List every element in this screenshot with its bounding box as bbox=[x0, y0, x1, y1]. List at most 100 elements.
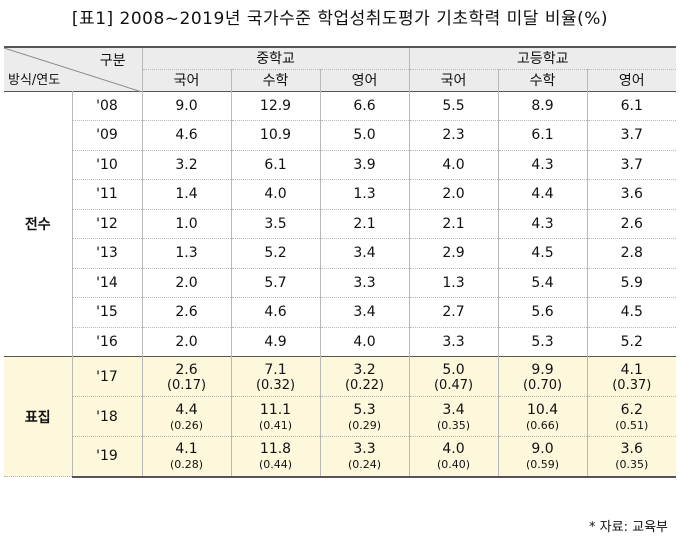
standard-error-value: (0.44) bbox=[258, 458, 293, 472]
rate-value: 4.1 bbox=[620, 361, 643, 378]
value-cell: 5.0 bbox=[320, 120, 410, 151]
value-cell: 4.0 (0.40) bbox=[409, 436, 499, 478]
value-cell: 2.6 (0.17) bbox=[142, 356, 232, 397]
rate-value: 11.1 bbox=[259, 401, 292, 418]
table-row: '18 4.4 (0.26) 11.1 (0.41) 5.3 (0.29) 3.4 (0.35)… bbox=[4, 396, 677, 437]
standard-error-value: (0.51) bbox=[615, 418, 649, 432]
standard-error-value: (0.26) bbox=[169, 418, 204, 432]
value-cell: 4.1 (0.37) bbox=[587, 356, 677, 397]
standard-error-value: (0.41) bbox=[258, 418, 293, 432]
value-cell: 3.7 bbox=[587, 150, 677, 180]
value-cell: 4.0 bbox=[231, 179, 321, 210]
table-row: '09 4.6 10.9 5.0 2.3 6.1 3.7 bbox=[4, 120, 677, 151]
standard-error-value: (0.35) bbox=[436, 418, 471, 432]
value-cell: 4.5 bbox=[498, 238, 588, 269]
value-cell: 6.1 bbox=[231, 150, 321, 180]
value-cell: 5.4 bbox=[498, 268, 588, 298]
value-cell: 5.3 bbox=[498, 327, 588, 357]
corner-header-cell: 구분 방식/연도 bbox=[4, 46, 143, 92]
standard-error-value: (0.66) bbox=[525, 418, 560, 432]
value-cell: 3.4 (0.35) bbox=[409, 396, 499, 437]
table-row: '15 2.6 4.6 3.4 2.7 5.6 4.5 bbox=[4, 297, 677, 328]
value-cell: 1.3 bbox=[320, 179, 410, 210]
value-cell: 6.2 (0.51) bbox=[587, 396, 677, 437]
value-cell: 4.4 (0.26) bbox=[142, 396, 232, 437]
subject-header: 영어 bbox=[587, 69, 677, 92]
value-cell: 2.3 bbox=[409, 120, 499, 151]
rate-value: 3.4 bbox=[442, 401, 465, 418]
value-cell: 9.0 bbox=[142, 90, 232, 121]
subject-header: 수학 bbox=[498, 69, 588, 92]
table-row: 전수 '08 9.0 12.9 6.6 5.5 8.9 6.1 bbox=[4, 90, 677, 357]
subject-header: 영어 bbox=[320, 69, 410, 92]
value-cell: 6.6 bbox=[320, 90, 410, 121]
value-cell: 1.3 bbox=[142, 238, 232, 269]
rate-value: 4.0 bbox=[442, 441, 465, 458]
value-cell: 4.3 bbox=[498, 150, 588, 180]
standard-error-value: (0.40) bbox=[436, 458, 471, 472]
rate-value: 3.3 bbox=[353, 441, 376, 458]
source-note: * 자료: 교육부 bbox=[589, 520, 668, 535]
value-cell: 2.1 bbox=[409, 209, 499, 239]
value-cell: 4.4 bbox=[498, 179, 588, 210]
value-cell: 4.0 bbox=[409, 150, 499, 180]
group-header-middle-school: 중학교 bbox=[142, 46, 410, 70]
value-cell: 4.0 bbox=[320, 327, 410, 357]
data-table: 구분 방식/연도 중학교 고등학교 국어 수학 영어 국어 수학 영어 전수 '0… bbox=[4, 46, 677, 478]
year-cell: '14 bbox=[72, 268, 143, 298]
year-cell: '17 bbox=[72, 356, 143, 397]
standard-error-value: (0.70) bbox=[522, 377, 563, 393]
table-row: '12 1.0 3.5 2.1 2.1 4.3 2.6 bbox=[4, 209, 677, 239]
value-cell: 5.0 (0.47) bbox=[409, 356, 499, 397]
value-cell: 2.0 bbox=[409, 179, 499, 210]
value-cell: 2.0 bbox=[142, 268, 232, 298]
value-cell: 3.2 bbox=[142, 150, 232, 180]
value-cell: 2.1 bbox=[320, 209, 410, 239]
value-cell: 1.0 bbox=[142, 209, 232, 239]
table-row: '11 1.4 4.0 1.3 2.0 4.4 3.6 bbox=[4, 179, 677, 210]
value-cell: 5.3 (0.29) bbox=[320, 396, 410, 437]
rate-value: 11.8 bbox=[259, 441, 292, 458]
corner-diagonal-line bbox=[4, 48, 142, 92]
year-cell: '12 bbox=[72, 209, 143, 239]
section-label: 전수 bbox=[4, 90, 73, 357]
corner-label-category: 구분 bbox=[99, 53, 126, 69]
table-row: 표집 '17 2.6 (0.17) 7.1 (0.32) 3.2 (0.22) 5.0 (0.47… bbox=[4, 356, 677, 477]
value-cell: 3.7 bbox=[587, 120, 677, 151]
rate-value: 5.3 bbox=[353, 401, 376, 418]
value-cell: 1.4 bbox=[142, 179, 232, 210]
rate-value: 10.4 bbox=[526, 401, 559, 418]
value-cell: 10.4 (0.66) bbox=[498, 396, 588, 437]
value-cell: 4.5 bbox=[587, 297, 677, 328]
value-cell: 5.9 bbox=[587, 268, 677, 298]
table-body: 전수 '08 9.0 12.9 6.6 5.5 8.9 6.1'09 4.6 10.9 5.0 2.3… bbox=[4, 90, 677, 478]
rate-value: 3.6 bbox=[620, 441, 643, 458]
rate-value: 6.2 bbox=[620, 401, 643, 418]
subject-header: 국어 bbox=[409, 69, 499, 92]
rate-value: 4.1 bbox=[175, 441, 198, 458]
year-cell: '18 bbox=[72, 396, 143, 437]
value-cell: 2.6 bbox=[142, 297, 232, 328]
standard-error-value: (0.35) bbox=[615, 458, 649, 472]
value-cell: 4.1 (0.28) bbox=[142, 436, 232, 478]
value-cell: 4.3 bbox=[498, 209, 588, 239]
value-cell: 2.6 bbox=[587, 209, 677, 239]
year-cell: '10 bbox=[72, 150, 143, 180]
value-cell: 3.3 bbox=[409, 327, 499, 357]
standard-error-value: (0.32) bbox=[255, 377, 296, 393]
section-label: 표집 bbox=[4, 356, 73, 477]
value-cell: 3.6 bbox=[587, 179, 677, 210]
standard-error-value: (0.59) bbox=[525, 458, 560, 472]
value-cell: 4.6 bbox=[231, 297, 321, 328]
year-cell: '11 bbox=[72, 179, 143, 210]
value-cell: 2.7 bbox=[409, 297, 499, 328]
value-cell: 5.7 bbox=[231, 268, 321, 298]
value-cell: 4.6 bbox=[142, 120, 232, 151]
table-row: '16 2.0 4.9 4.0 3.3 5.3 5.2 bbox=[4, 327, 677, 357]
standard-error-value: (0.28) bbox=[169, 458, 204, 472]
group-header-high-school: 고등학교 bbox=[409, 46, 677, 70]
value-cell: 3.6 (0.35) bbox=[587, 436, 677, 478]
value-cell: 3.3 bbox=[320, 268, 410, 298]
value-cell: 2.8 bbox=[587, 238, 677, 269]
table-row: '13 1.3 5.2 3.4 2.9 4.5 2.8 bbox=[4, 238, 677, 269]
